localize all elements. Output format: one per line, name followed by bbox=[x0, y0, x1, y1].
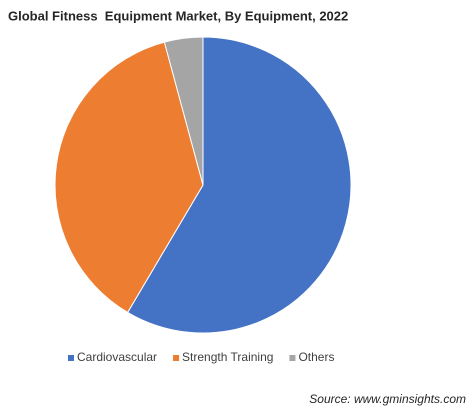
legend-label: Others bbox=[298, 350, 334, 364]
chart-title: Global Fitness Equipment Market, By Equi… bbox=[8, 8, 348, 23]
legend-swatch bbox=[289, 355, 296, 361]
source: Source: www.gminsights.com bbox=[309, 392, 466, 406]
legend-swatch bbox=[173, 355, 180, 361]
legend-label: Strength Training bbox=[182, 350, 273, 364]
pie-slice bbox=[54, 41, 204, 314]
pie-slice bbox=[163, 36, 204, 186]
pie-slice bbox=[126, 36, 352, 334]
legend: Cardiovascular Strength Training Others bbox=[68, 350, 334, 364]
legend-swatch bbox=[68, 355, 74, 361]
legend-label: Cardiovascular bbox=[77, 350, 157, 364]
pie bbox=[54, 36, 352, 334]
